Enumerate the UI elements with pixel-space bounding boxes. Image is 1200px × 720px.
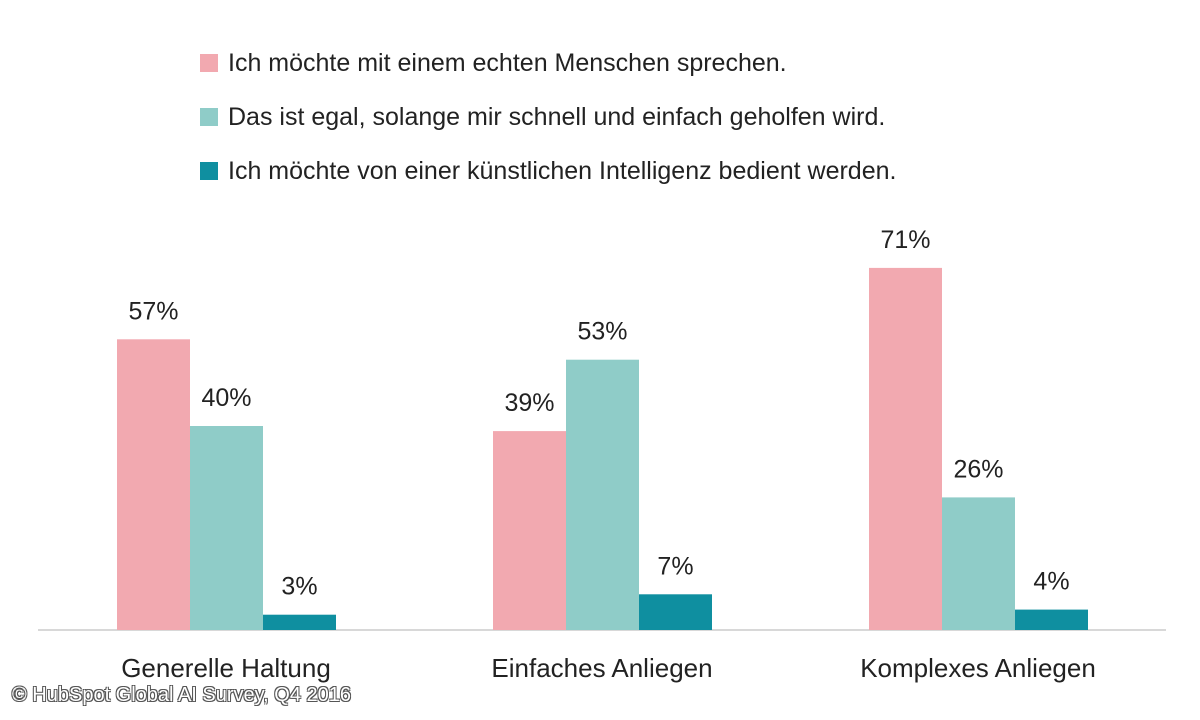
legend-label-ai: Ich möchte von einer künstlichen Intelli…	[228, 156, 897, 185]
category-label-komplexes-anliegen: Komplexes Anliegen	[860, 653, 1096, 683]
data-label-generelle-haltung-ai: 3%	[281, 573, 317, 601]
category-label-einfaches-anliegen: Einfaches Anliegen	[491, 653, 712, 683]
legend-item-ai: Ich möchte von einer künstlichen Intelli…	[200, 144, 896, 198]
data-label-komplexes-anliegen-human: 71%	[880, 226, 930, 254]
data-label-generelle-haltung-human: 57%	[128, 297, 178, 325]
legend-item-human: Ich möchte mit einem echten Menschen spr…	[200, 36, 896, 90]
legend: Ich möchte mit einem echten Menschen spr…	[200, 36, 896, 198]
data-label-einfaches-anliegen-ai: 7%	[657, 552, 693, 580]
bar-komplexes-anliegen-human	[869, 267, 942, 630]
legend-swatch-indifferent	[200, 108, 218, 126]
data-label-einfaches-anliegen-human: 39%	[504, 389, 554, 417]
bar-einfaches-anliegen-ai	[639, 594, 712, 630]
legend-label-indifferent: Das ist egal, solange mir schnell und ei…	[228, 102, 886, 131]
legend-item-indifferent: Das ist egal, solange mir schnell und ei…	[200, 90, 896, 144]
legend-label-human: Ich möchte mit einem echten Menschen spr…	[228, 48, 787, 77]
bar-generelle-haltung-ai	[263, 614, 336, 630]
data-label-komplexes-anliegen-ai: 4%	[1033, 568, 1069, 596]
data-label-einfaches-anliegen-indifferent: 53%	[577, 318, 627, 346]
category-label-generelle-haltung: Generelle Haltung	[121, 653, 331, 683]
bar-generelle-haltung-human	[117, 339, 190, 630]
legend-swatch-ai	[200, 162, 218, 180]
data-label-generelle-haltung-indifferent: 40%	[201, 384, 251, 412]
bar-komplexes-anliegen-ai	[1015, 609, 1088, 630]
bar-einfaches-anliegen-indifferent	[566, 359, 639, 630]
data-label-komplexes-anliegen-indifferent: 26%	[953, 455, 1003, 483]
bar-einfaches-anliegen-human	[493, 431, 566, 630]
legend-swatch-human	[200, 54, 218, 72]
source-credit: © HubSpot Global AI Survey, Q4 2016	[12, 684, 352, 706]
bar-komplexes-anliegen-indifferent	[942, 497, 1015, 630]
bar-generelle-haltung-indifferent	[190, 426, 263, 630]
